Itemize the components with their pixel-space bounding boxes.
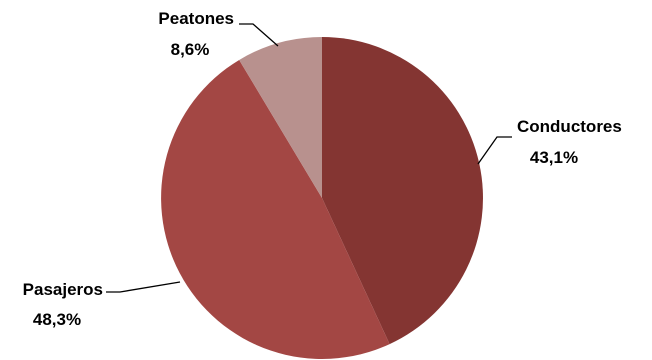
slice-value-conductores: 43,1% xyxy=(530,148,578,167)
pie-slices xyxy=(161,37,483,359)
leader-line-peatones xyxy=(239,23,279,47)
leader-lines xyxy=(106,23,512,293)
leader-line-pasajeros xyxy=(106,281,181,293)
slice-label-conductores: Conductores xyxy=(517,117,622,136)
pie-slice-pasajeros xyxy=(161,59,390,359)
slice-value-pasajeros: 48,3% xyxy=(33,310,81,329)
pie-slice-conductores xyxy=(322,37,483,345)
slice-value-peatones: 8,6% xyxy=(171,40,210,59)
slice-label-pasajeros: Pasajeros xyxy=(23,280,103,299)
leader-line-conductores xyxy=(477,136,512,165)
slice-label-peatones: Peatones xyxy=(158,9,234,28)
pie-slice-peatones xyxy=(239,37,322,198)
slice-labels: Conductores 43,1% Pasajeros 48,3% Peatones 8,… xyxy=(23,9,622,329)
